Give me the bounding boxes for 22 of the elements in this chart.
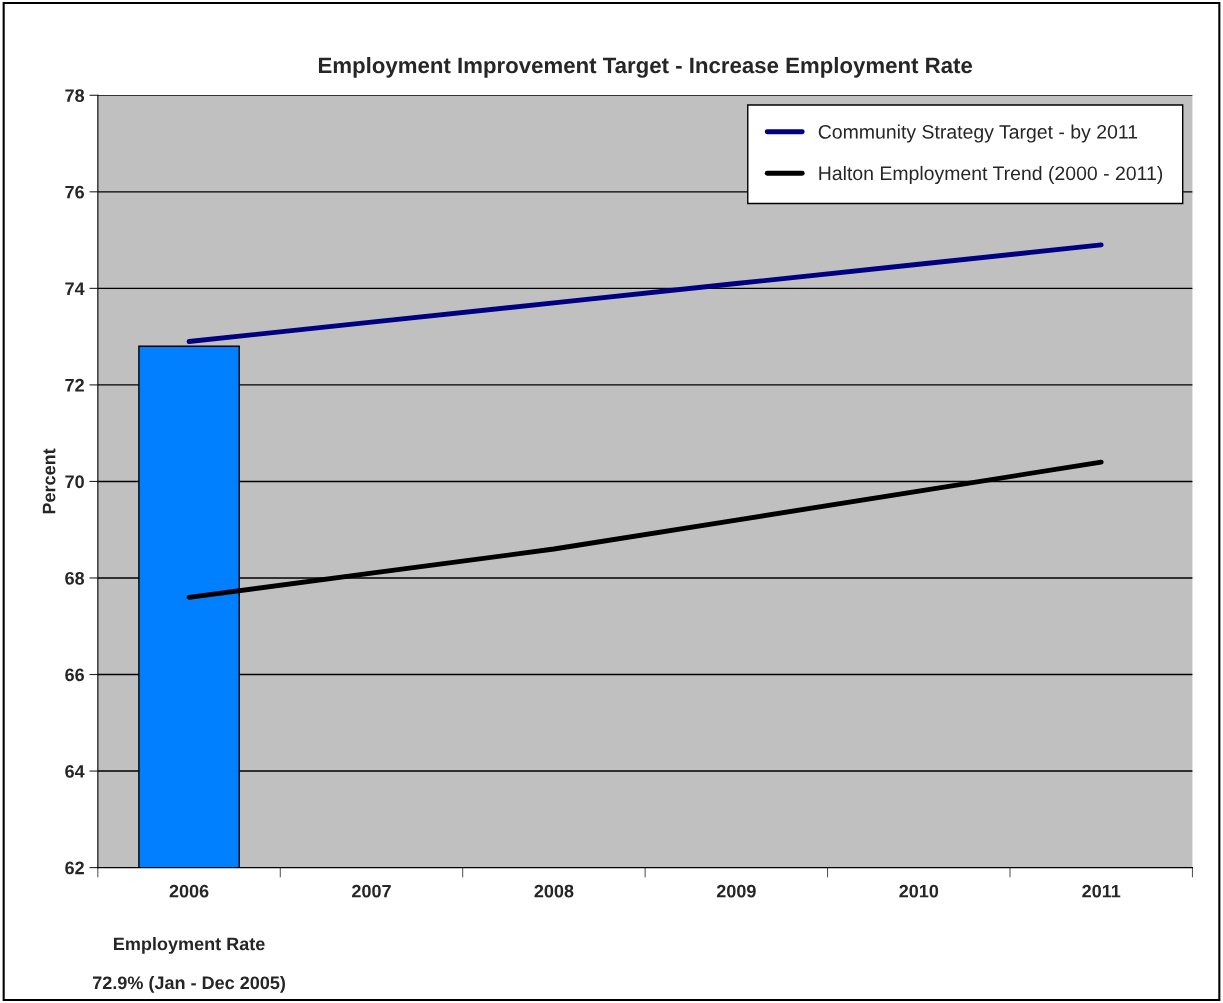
text: 72.9% (Jan - Dec 2005) — [92, 975, 286, 993]
y-tick-label: 74 — [65, 282, 85, 295]
legend-label: Halton Employment Trend (2000 - 2011) — [819, 165, 1163, 185]
x-tick-label: 2009 — [716, 884, 756, 898]
y-tick-label: 72 — [65, 378, 84, 392]
y-tick-label: 66 — [65, 668, 84, 682]
chart-title: Employment Improvement Target - Increase Employment Rate — [318, 56, 973, 78]
legend-label: Community Strategy Target - by 2011 — [818, 124, 1138, 143]
y-tick-label: 64 — [65, 764, 85, 778]
y-tick-label: 62 — [65, 861, 84, 875]
x-tick-label: 2008 — [534, 884, 574, 898]
line-series — [186, 242, 1104, 344]
y-axis-title: Percent — [42, 448, 56, 514]
y-tick-label: 70 — [65, 475, 84, 489]
x-tick-label: 2007 — [352, 884, 391, 898]
y-tick-label: 78 — [65, 89, 85, 103]
x-tick-label: 2011 — [1082, 884, 1121, 898]
x-tick-label: 2010 — [899, 884, 939, 898]
x-tick-label: 2006 — [169, 884, 209, 898]
y-tick-label: 68 — [65, 571, 85, 585]
text: Employment Rate — [114, 937, 265, 954]
y-tick-label: 76 — [65, 185, 84, 199]
